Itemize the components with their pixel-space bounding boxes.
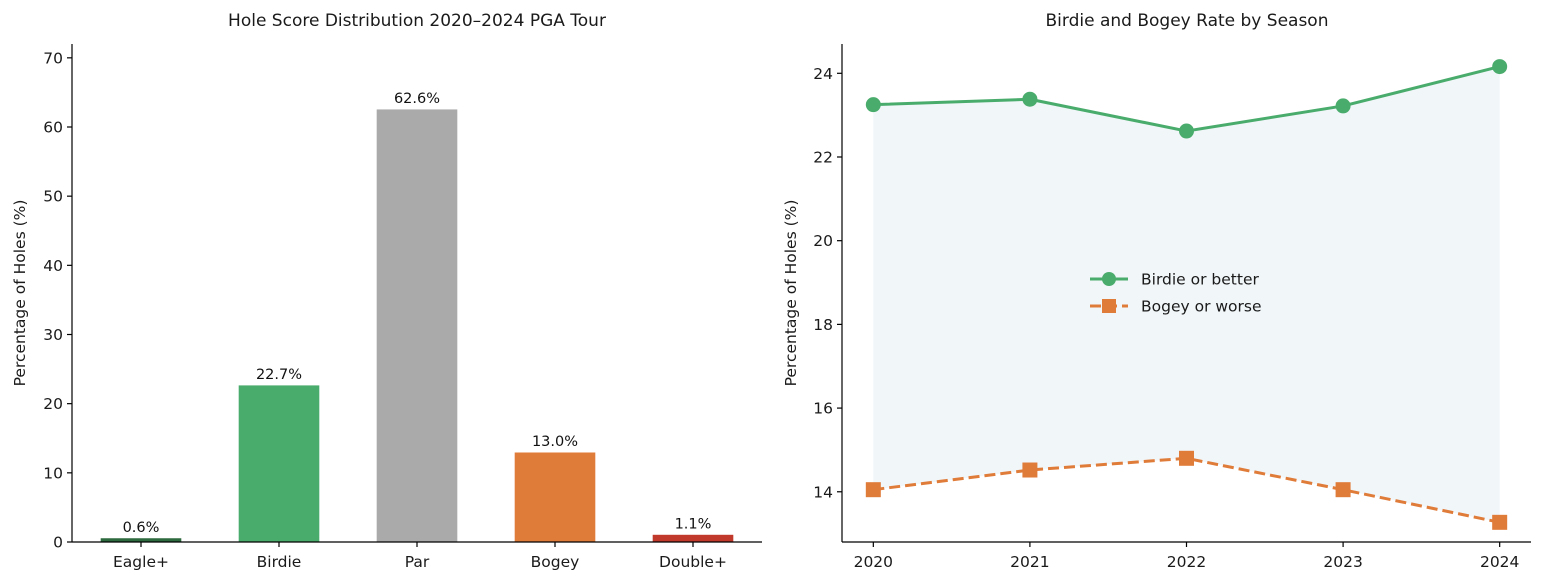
bar-data-label: 13.0% [532, 434, 578, 450]
bar-chart-ylabel: Percentage of Holes (%) [11, 200, 29, 387]
bar-data-labels: 0.6% 22.7% 62.6% 13.0% 1.1% [123, 91, 712, 536]
y-tick-label: 20 [43, 395, 63, 413]
x-tick-label: Birdie [257, 553, 302, 571]
y-tick-label: 20 [813, 232, 833, 250]
birdie-point [1179, 123, 1194, 139]
line-y-axis-ticks: 14 16 18 20 22 24 [813, 65, 842, 501]
bar-data-label: 22.7% [256, 367, 302, 383]
legend-marker [1102, 272, 1116, 286]
bar-bogey [513, 451, 597, 543]
x-tick-label: 2024 [1480, 553, 1519, 571]
bogey-point [1492, 514, 1508, 530]
y-tick-label: 30 [43, 326, 63, 344]
line-chart-title: Birdie and Bogey Rate by Season [1046, 11, 1329, 31]
bar-x-axis-ticks: Eagle+ Birdie Par Bogey Double+ [113, 542, 727, 571]
fill-between-area [873, 66, 1500, 523]
bar-group [99, 108, 735, 543]
bar-birdie [237, 384, 321, 543]
bar-chart-title: Hole Score Distribution 2020–2024 PGA To… [228, 11, 606, 31]
x-tick-label: 2020 [854, 553, 893, 571]
bar-data-label: 62.6% [394, 91, 440, 107]
birdie-point [865, 97, 881, 113]
x-tick-label: Eagle+ [113, 553, 169, 571]
bar-chart-panel: Hole Score Distribution 2020–2024 PGA To… [11, 11, 762, 571]
series-markers [865, 59, 1508, 530]
y-tick-label: 70 [43, 49, 63, 67]
x-tick-label: 2021 [1010, 553, 1049, 571]
legend-label: Birdie or better [1141, 271, 1259, 289]
y-tick-label: 16 [813, 400, 833, 418]
y-tick-label: 18 [813, 316, 833, 334]
birdie-point [1335, 98, 1351, 114]
bar-eagle [99, 537, 183, 543]
bar-par [375, 108, 459, 543]
line-chart-ylabel: Percentage of Holes (%) [782, 200, 800, 387]
y-tick-label: 24 [813, 65, 833, 83]
y-tick-label: 14 [813, 483, 833, 501]
y-tick-label: 0 [53, 534, 63, 552]
line-chart-panel: Birdie and Bogey Rate by Season Percenta… [782, 11, 1531, 571]
y-tick-label: 10 [43, 464, 63, 482]
birdie-point [1492, 59, 1508, 75]
legend-label: Bogey or worse [1141, 298, 1262, 316]
birdie-point [1022, 91, 1038, 107]
x-tick-label: 2023 [1323, 553, 1362, 571]
legend-marker [1102, 299, 1116, 313]
bogey-point [1335, 482, 1351, 498]
x-tick-label: 2022 [1167, 553, 1206, 571]
fill-between-area-shape [873, 66, 1500, 523]
x-tick-label: Bogey [531, 553, 580, 571]
line-x-axis-ticks: 2020 2021 2022 2023 2024 [854, 542, 1519, 571]
x-tick-label: Double+ [659, 553, 727, 571]
bar-data-label: 0.6% [123, 520, 160, 536]
legend: Birdie or better Bogey or worse [1090, 271, 1262, 316]
y-tick-label: 22 [813, 148, 833, 166]
x-tick-label: Par [405, 553, 430, 571]
bogey-point [1022, 462, 1038, 478]
bogey-point [865, 482, 881, 498]
y-tick-label: 50 [43, 188, 63, 206]
bar-data-label: 1.1% [675, 516, 712, 532]
y-tick-label: 40 [43, 257, 63, 275]
bar-y-axis-ticks: 0 10 20 30 40 50 60 70 [43, 49, 72, 552]
y-tick-label: 60 [43, 119, 63, 137]
bogey-point [1179, 450, 1194, 466]
bar-double [651, 533, 735, 543]
